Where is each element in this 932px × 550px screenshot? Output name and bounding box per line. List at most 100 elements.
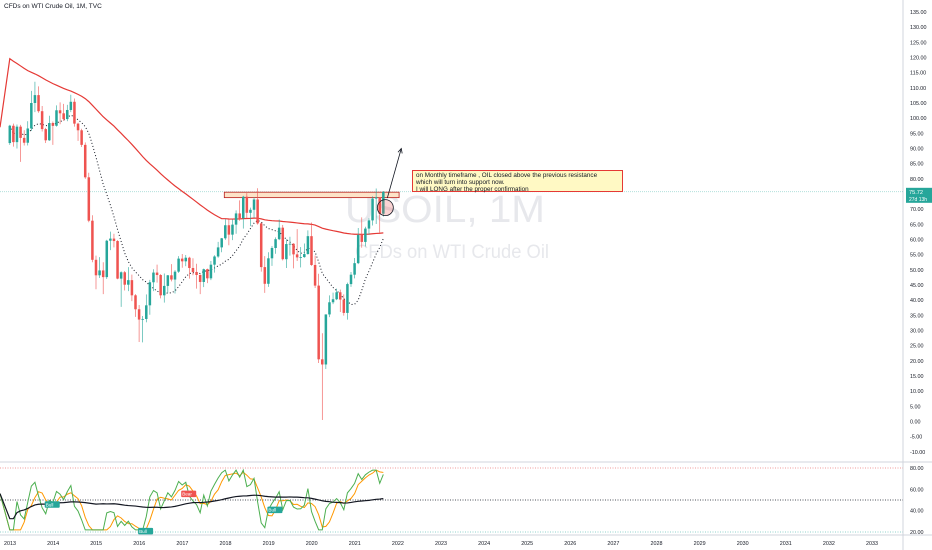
candle-body [98,270,101,276]
candle-body [101,270,105,278]
time-tick-label: 2016 [133,541,145,547]
annotation-line-1: on Monthly timeframe , OIL closed above … [416,172,598,179]
candle-body [12,125,15,143]
indicator-base-line [0,493,384,520]
candle-body [30,103,33,129]
candle-body [367,220,371,229]
signal-label-text: Bull [46,502,54,507]
time-tick-label: 2026 [564,541,576,547]
candle-body [249,209,252,213]
candle-body [170,275,173,280]
signal-label-badge [181,490,197,498]
annotation-note[interactable]: on Monthly timeframe , OIL closed above … [412,170,623,193]
price-tick-label: 125.00 [910,40,927,46]
candle-body [184,257,188,262]
candle-body [134,295,137,310]
signal-label-text: Bull [139,529,147,534]
price-tick-label: 130.00 [910,25,927,31]
price-tick-label: 55.00 [910,253,924,259]
time-tick-label: 2027 [607,541,619,547]
candle-body [313,264,317,286]
candle-body [285,244,288,260]
candle-body [48,123,51,141]
candle-body [155,272,159,275]
candle-body [69,101,73,110]
candle-body [105,240,109,278]
candle-body [130,280,134,296]
price-tick-label: 135.00 [910,10,927,16]
price-tick-label: 50.00 [910,268,924,274]
signal-label-text: Bear [182,492,192,497]
indicator-tick-label: 20.00 [910,530,924,536]
candle-body [137,309,141,320]
price-tick-label: 70.00 [910,207,924,213]
candle-body [145,305,148,319]
price-tick-label: 65.00 [910,222,924,228]
last-price-label: 75.72 [909,190,923,196]
candle-body [209,264,213,279]
chart-title: CFDs on WTI Crude Oil, 1M, TVC [4,3,102,10]
moving-average-long [0,57,384,235]
indicator-tick-label: 40.00 [910,509,924,515]
price-tick-label: 115.00 [910,71,926,77]
candle-body [331,299,335,303]
candle-body [292,243,295,255]
time-tick-label: 2030 [737,541,749,547]
candle-body [58,110,62,114]
time-tick-label: 2023 [435,541,447,547]
target-arrow-head [397,147,403,154]
candle-body [83,144,87,178]
time-tick-label: 2021 [349,541,361,547]
price-tick-label: 90.00 [910,147,924,153]
price-tick-label: 0.00 [910,420,921,426]
last-price-badge [906,187,932,203]
time-tick-label: 2028 [651,541,663,547]
resistance-zone [223,191,400,199]
candle-body [206,269,209,279]
candle-body [263,267,267,284]
signal-label-badge [138,527,154,535]
candle-body [317,285,320,360]
candle-body [310,236,313,265]
last-price-countdown: 27d 13h [909,197,927,203]
candle-body [173,271,177,280]
time-tick-label: 2013 [4,541,16,547]
candle-body [94,259,98,276]
time-tick-label: 2031 [780,541,792,547]
candle-body [141,318,144,320]
candle-body [353,263,356,275]
candle-body [227,225,231,235]
signal-label-badge [44,501,60,508]
candle-body [213,256,216,265]
price-tick-label: 25.00 [910,344,924,350]
candle-body [123,272,126,285]
candle-body [224,225,227,239]
target-arrow-line [386,148,402,199]
candle-body [177,258,180,272]
candle-body [180,258,184,262]
candle-body [26,128,30,143]
candle-body [360,234,364,242]
price-tick-label: 105.00 [910,101,927,107]
candle-body [162,285,166,296]
price-tick-label: -5.00 [910,435,922,441]
price-tick-label: 35.00 [910,313,924,319]
candle-body [166,275,170,286]
price-tick-label: 45.00 [910,283,924,289]
time-tick-label: 2018 [220,541,232,547]
candle-body [62,113,65,120]
signal-label-badge [267,506,283,514]
candle-body [245,196,249,213]
candle-body [148,282,152,306]
candle-body [252,199,256,210]
candle-body [299,257,302,258]
candle-body [22,137,26,143]
candle-body [328,302,331,315]
time-tick-label: 2019 [263,541,275,547]
candle-body [159,274,162,296]
time-tick-label: 2020 [306,541,318,547]
candle-body [112,238,116,242]
candle-body [73,101,76,124]
candle-body [346,284,349,313]
